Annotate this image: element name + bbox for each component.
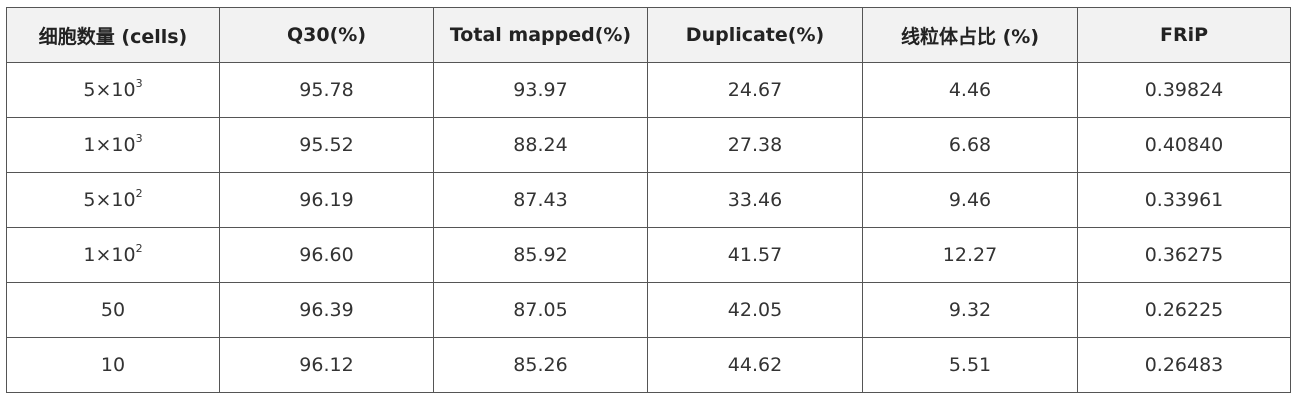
table-cell: 1×103 [6, 117, 220, 173]
table-cell: 95.78 [219, 62, 434, 118]
table-cell: 96.12 [219, 337, 434, 393]
table-cell: 44.62 [647, 337, 863, 393]
table-cell: 42.05 [647, 282, 863, 338]
table-row: 10 96.12 85.26 44.62 5.51 0.26483 [6, 337, 1291, 393]
table-cell: 96.19 [219, 172, 434, 228]
table-cell: 10 [6, 337, 220, 393]
table-cell: 0.36275 [1077, 227, 1291, 283]
table-row: 50 96.39 87.05 42.05 9.32 0.26225 [6, 282, 1291, 338]
table-cell: 12.27 [862, 227, 1078, 283]
table-cell: 0.40840 [1077, 117, 1291, 173]
table-row: 5×103 95.78 93.97 24.67 4.46 0.39824 [6, 62, 1291, 118]
table-cell: 96.60 [219, 227, 434, 283]
table-cell: 6.68 [862, 117, 1078, 173]
table-row: 5×102 96.19 87.43 33.46 9.46 0.33961 [6, 172, 1291, 228]
table-cell: 5×102 [6, 172, 220, 228]
table-cell: 0.39824 [1077, 62, 1291, 118]
table-cell: 9.46 [862, 172, 1078, 228]
cell-base: 1×10 [83, 134, 136, 156]
cell-base: 5×10 [83, 79, 136, 101]
table-cell: 93.97 [433, 62, 648, 118]
header-cell: 线粒体占比 (%) [862, 7, 1078, 63]
cell-exponent: 3 [135, 132, 143, 145]
table-cell: 88.24 [433, 117, 648, 173]
cell-exponent: 2 [135, 242, 143, 255]
table-cell: 87.05 [433, 282, 648, 338]
table-cell: 85.26 [433, 337, 648, 393]
data-table: 细胞数量 (cells) Q30(%) Total mapped(%) Duplica… [6, 7, 1291, 393]
table-cell: 85.92 [433, 227, 648, 283]
table-cell: 5.51 [862, 337, 1078, 393]
cell-exponent: 3 [135, 77, 143, 90]
table-cell: 9.32 [862, 282, 1078, 338]
table-cell: 5×103 [6, 62, 220, 118]
cell-base: 1×10 [83, 244, 136, 266]
header-cell: Total mapped(%) [433, 7, 648, 63]
table-cell: 95.52 [219, 117, 434, 173]
cell-exponent: 2 [135, 187, 143, 200]
table-cell: 96.39 [219, 282, 434, 338]
table-cell: 41.57 [647, 227, 863, 283]
table-cell: 27.38 [647, 117, 863, 173]
cell-base: 5×10 [83, 189, 136, 211]
header-cell: Duplicate(%) [647, 7, 863, 63]
table-body: 5×103 95.78 93.97 24.67 4.46 0.39824 1×103 95.5… [6, 62, 1291, 393]
header-cell: Q30(%) [219, 7, 434, 63]
table-row: 1×103 95.52 88.24 27.38 6.68 0.40840 [6, 117, 1291, 173]
table-cell: 1×102 [6, 227, 220, 283]
header-cell: FRiP [1077, 7, 1291, 63]
table-row: 1×102 96.60 85.92 41.57 12.27 0.36275 [6, 227, 1291, 283]
header-cell: 细胞数量 (cells) [6, 7, 220, 63]
table-cell: 0.26225 [1077, 282, 1291, 338]
table-cell: 0.33961 [1077, 172, 1291, 228]
table-cell: 50 [6, 282, 220, 338]
table-header: 细胞数量 (cells) Q30(%) Total mapped(%) Duplica… [6, 7, 1291, 63]
table-cell: 4.46 [862, 62, 1078, 118]
table-cell: 87.43 [433, 172, 648, 228]
table-cell: 0.26483 [1077, 337, 1291, 393]
table-cell: 24.67 [647, 62, 863, 118]
header-row: 细胞数量 (cells) Q30(%) Total mapped(%) Duplica… [6, 7, 1291, 63]
table-cell: 33.46 [647, 172, 863, 228]
